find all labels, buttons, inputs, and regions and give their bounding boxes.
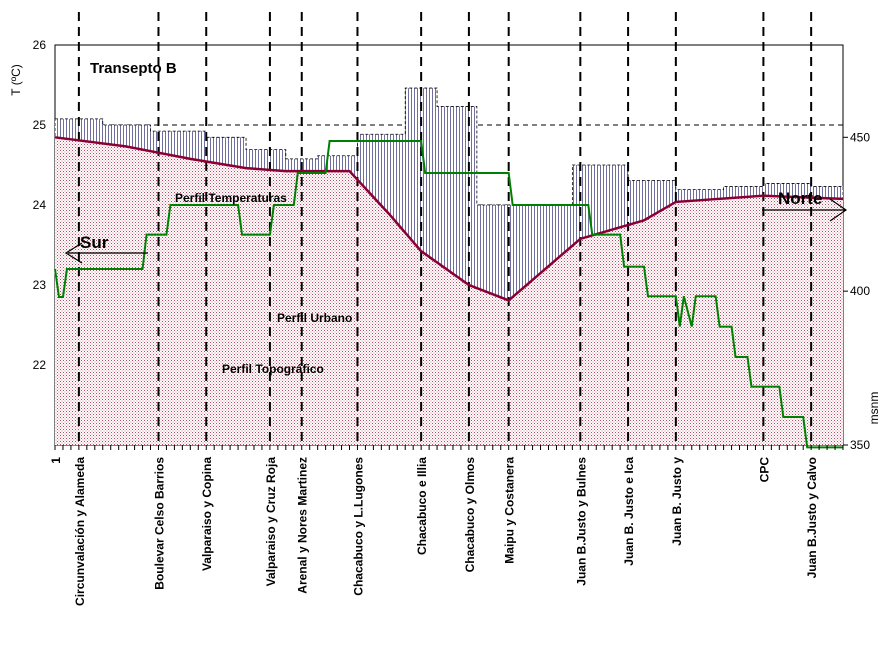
south-label: Sur — [80, 233, 109, 252]
urban-profile-label: Perfil Urbano — [277, 311, 352, 325]
x-category-label: Chacabuco e Illia — [415, 457, 429, 555]
y-right-tick-label: 400 — [850, 284, 870, 298]
north-arrow-head — [829, 198, 848, 222]
y-right-axis-label: msnm — [867, 392, 881, 425]
x-category-label: Circunvalación y Alameda — [73, 457, 87, 606]
x-category-label: CPC — [757, 457, 771, 483]
axis-ticks: 22 23 24 25 26 350 400 450 1 Circunvalación y Ala… — [33, 38, 871, 606]
north-label: Norte — [778, 189, 822, 208]
chart-title: Transepto B — [90, 60, 177, 77]
x-category-label: Chacabuco y L.Lugones — [351, 457, 365, 596]
y-left-tick-label: 26 — [33, 38, 47, 52]
topographic-profile-label: Perfil Topográfico — [222, 362, 324, 376]
topographic-line — [54, 136, 844, 302]
y-left-axis-label: T (ºC) — [9, 64, 23, 96]
y-right-tick-label: 350 — [850, 438, 870, 452]
profile-areas — [54, 87, 844, 446]
series-lines — [54, 136, 844, 449]
south-arrow-head — [64, 242, 83, 264]
x-category-label: Maipu y Costanera — [503, 457, 517, 564]
x-first-tick-label: 1 — [49, 457, 63, 464]
y-left-tick-label: 23 — [33, 278, 47, 292]
grid — [55, 44, 843, 366]
y-left-tick-label: 22 — [33, 358, 47, 372]
x-category-label: Valparaiso y Copina — [200, 457, 214, 571]
x-category-label: Juan B.Justo y Calvo — [805, 457, 819, 578]
x-category-label: Boulevar Celso Barrios — [152, 457, 166, 590]
terrain-fill — [55, 137, 843, 446]
x-category-label: Juan B. Justo y — [670, 457, 684, 546]
temperature-profile-label: Perfil Temperaturas — [175, 191, 287, 205]
x-category-label: Juan B.Justo y Bulnes — [574, 457, 588, 586]
x-category-label: Valparaiso y Cruz Roja — [264, 457, 278, 587]
y-left-tick-label: 25 — [33, 118, 47, 132]
y-right-tick-label: 450 — [850, 130, 870, 144]
temperature-line — [54, 140, 843, 449]
x-category-label: Arenal y Nores Martinez — [296, 457, 310, 594]
x-category-label: Chacabuco y Olmos — [463, 457, 477, 573]
x-category-label: Juan B. Justo e Ica — [622, 457, 636, 566]
y-left-tick-label: 24 — [33, 198, 47, 212]
